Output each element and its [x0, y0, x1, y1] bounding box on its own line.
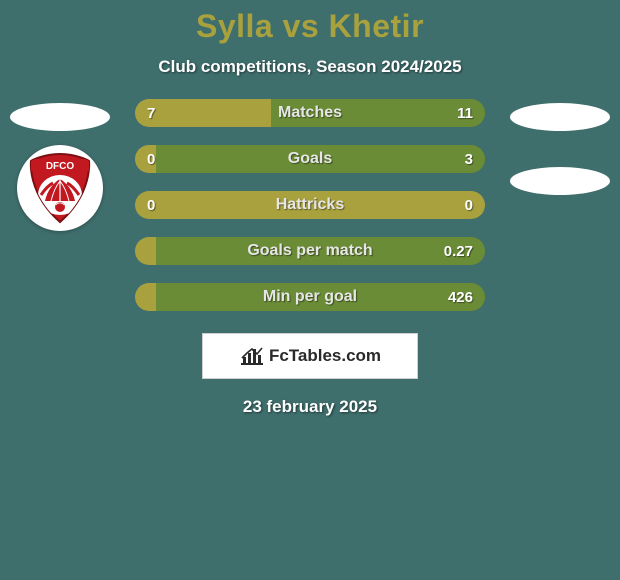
- content-row: DFCO Matches711Goals03Hattricks00Goals p…: [0, 99, 620, 311]
- bar-right-value: 0.27: [444, 237, 473, 265]
- bar-left-segment: [135, 191, 485, 219]
- stat-bar: Goals per match0.27: [135, 237, 485, 265]
- player-a-name: Sylla: [196, 8, 273, 44]
- player-b-name: Khetir: [329, 8, 424, 44]
- bar-left-segment: [135, 283, 156, 311]
- comparison-widget: Sylla vs Khetir Club competitions, Seaso…: [0, 0, 620, 580]
- bar-left-value: 0: [147, 191, 155, 219]
- left-placeholder-1: [10, 103, 110, 131]
- bar-chart-icon: [239, 345, 263, 367]
- footer-attribution[interactable]: FcTables.com: [202, 333, 418, 379]
- page-title: Sylla vs Khetir: [0, 0, 620, 45]
- crest-text: DFCO: [46, 161, 75, 172]
- vs-separator: vs: [283, 8, 320, 44]
- right-placeholder-1: [510, 103, 610, 131]
- bar-left-value: 7: [147, 99, 155, 127]
- bar-right-value: 3: [465, 145, 473, 173]
- brand-text: FcTables.com: [269, 346, 381, 366]
- bar-right-segment: [156, 145, 485, 173]
- bar-right-segment: [156, 283, 485, 311]
- left-club-crest: DFCO: [17, 145, 103, 231]
- right-placeholder-2: [510, 167, 610, 195]
- stat-bars: Matches711Goals03Hattricks00Goals per ma…: [120, 99, 500, 311]
- date-text: 23 february 2025: [0, 397, 620, 417]
- stat-bar: Min per goal426: [135, 283, 485, 311]
- stat-bar: Hattricks00: [135, 191, 485, 219]
- stat-bar: Matches711: [135, 99, 485, 127]
- bar-right-value: 0: [465, 191, 473, 219]
- stat-bar: Goals03: [135, 145, 485, 173]
- dfco-crest-icon: DFCO: [23, 151, 97, 225]
- bar-right-segment: [271, 99, 485, 127]
- bar-right-segment: [156, 237, 485, 265]
- subtitle: Club competitions, Season 2024/2025: [0, 57, 620, 77]
- bar-left-segment: [135, 99, 271, 127]
- right-column: [500, 99, 620, 195]
- bar-left-value: 0: [147, 145, 155, 173]
- bar-right-value: 11: [457, 99, 473, 127]
- left-column: DFCO: [0, 99, 120, 231]
- bar-left-segment: [135, 237, 156, 265]
- bar-right-value: 426: [448, 283, 473, 311]
